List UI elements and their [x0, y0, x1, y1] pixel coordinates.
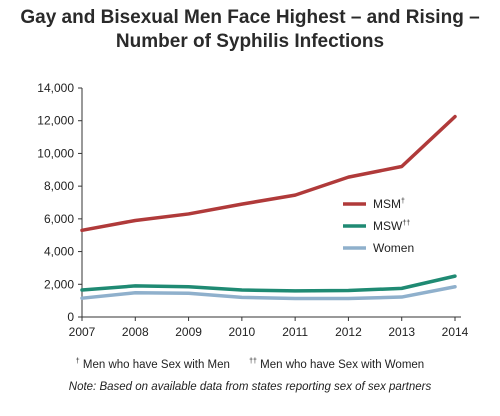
x-tick-label: 2007 — [69, 325, 96, 339]
y-tick-label: 10,000 — [37, 146, 74, 160]
x-tick-label: 2014 — [442, 325, 469, 339]
chart-title: Gay and Bisexual Men Face Highest – and … — [0, 6, 500, 54]
x-tick-label: 2010 — [229, 325, 256, 339]
x-tick-label: 2013 — [388, 325, 415, 339]
footnotes: † Men who have Sex with Men †† Men who h… — [0, 358, 500, 393]
series-line-women — [80, 284, 457, 301]
series-line-msw — [80, 274, 457, 293]
series-line-msm — [80, 114, 457, 233]
x-tick-label: 2011 — [282, 325, 308, 339]
footnote-msm: † Men who have Sex with Men — [75, 358, 230, 371]
y-tick-label: 8,000 — [44, 179, 74, 193]
y-tick-label: 14,000 — [37, 81, 74, 95]
legend-label-msm: MSM† — [373, 197, 405, 211]
footnote-note: Note: Based on available data from state… — [68, 380, 432, 393]
footnote-msw: †† Men who have Sex with Women — [249, 358, 425, 371]
y-tick-label: 12,000 — [37, 114, 74, 128]
legend-label-women: Women — [373, 241, 414, 255]
x-tick-label: 2012 — [335, 325, 362, 339]
chart-title-line-1: Gay and Bisexual Men Face Highest – and … — [20, 7, 480, 28]
chart-title-line-2: Number of Syphilis Infections — [115, 31, 385, 52]
legend-label-msw: MSW†† — [373, 219, 410, 233]
x-tick-label: 2009 — [175, 325, 202, 339]
y-tick-label: 2,000 — [44, 277, 74, 291]
y-tick-label: 6,000 — [44, 212, 74, 226]
y-tick-label: 0 — [67, 310, 74, 324]
x-tick-label: 2008 — [122, 325, 149, 339]
y-tick-label: 4,000 — [44, 245, 74, 259]
